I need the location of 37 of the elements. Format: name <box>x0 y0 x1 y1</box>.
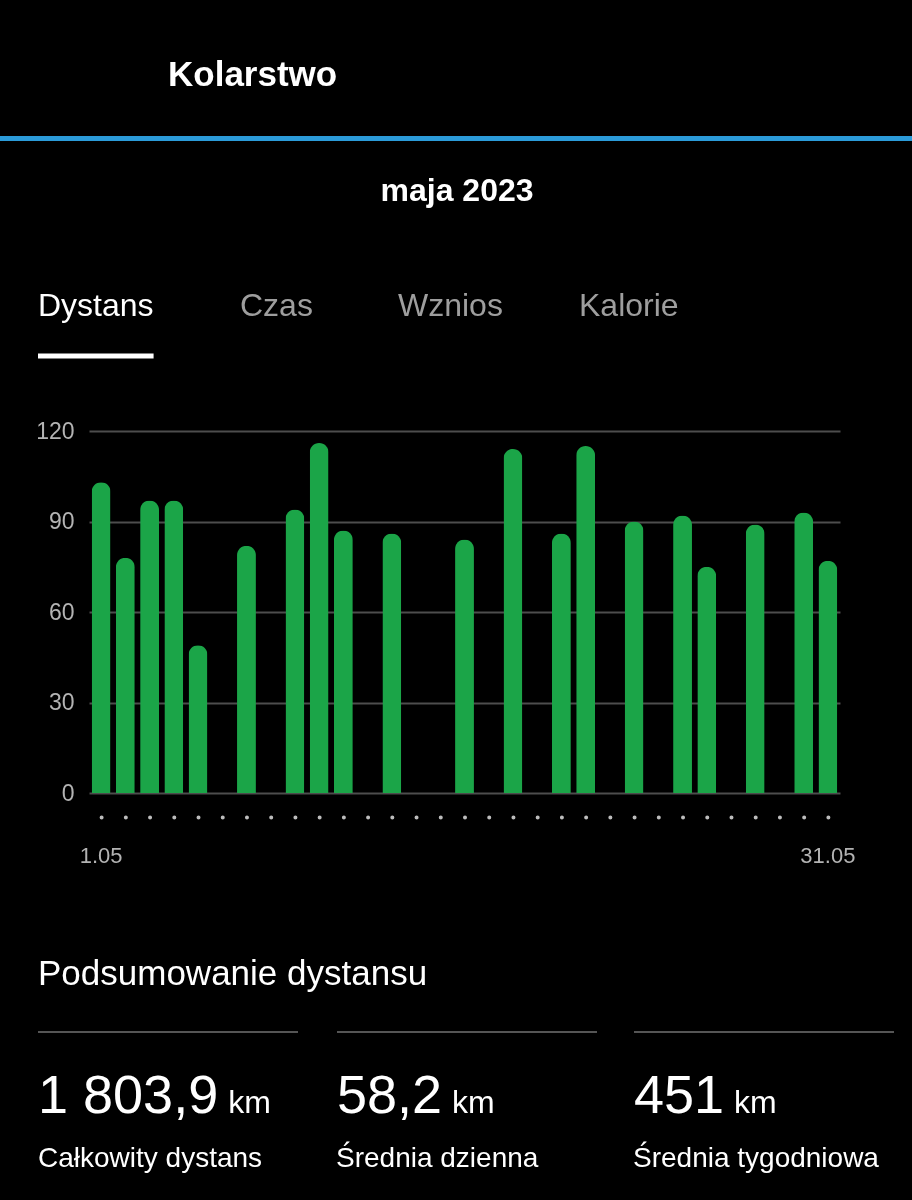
bar <box>697 566 717 793</box>
bar <box>309 443 329 793</box>
chart-subtitle: maja 2023 <box>380 172 534 208</box>
x-tick-label: 1.05 <box>79 842 123 868</box>
bar <box>91 482 111 793</box>
bar <box>818 560 838 793</box>
bar <box>140 500 160 793</box>
text: 58,2 km <box>337 1064 495 1124</box>
bar <box>624 521 644 793</box>
chart-title: Kolarstwo <box>168 54 338 93</box>
bar <box>164 500 184 793</box>
bar <box>794 512 814 793</box>
text: Dystans <box>38 287 154 323</box>
text: Całkowity dystans <box>38 1142 263 1173</box>
text: Podsumowanie dystansu <box>38 953 428 992</box>
bar <box>188 645 208 793</box>
text: 1 803,9 km <box>38 1064 271 1124</box>
bar <box>745 524 765 793</box>
bar <box>503 449 523 793</box>
y-tick-label: 120 <box>36 417 75 444</box>
text: Średnia dzienna <box>336 1141 539 1173</box>
y-tick-label: 60 <box>48 598 75 625</box>
bar <box>576 446 596 793</box>
bar <box>285 509 305 793</box>
y-tick-label: 0 <box>61 779 75 806</box>
x-tick-label: 31.05 <box>800 842 856 868</box>
y-tick-label: 90 <box>48 508 75 534</box>
text: Średnia tygodniowa <box>633 1141 880 1173</box>
bar <box>551 533 571 793</box>
text: Czas <box>240 287 313 323</box>
bar <box>333 530 353 793</box>
text: Wznios <box>398 287 503 323</box>
text: 451 km <box>634 1064 777 1124</box>
text: Kalorie <box>579 287 679 323</box>
y-tick-label: 30 <box>48 689 75 715</box>
bar <box>382 533 402 793</box>
bar <box>115 557 135 793</box>
